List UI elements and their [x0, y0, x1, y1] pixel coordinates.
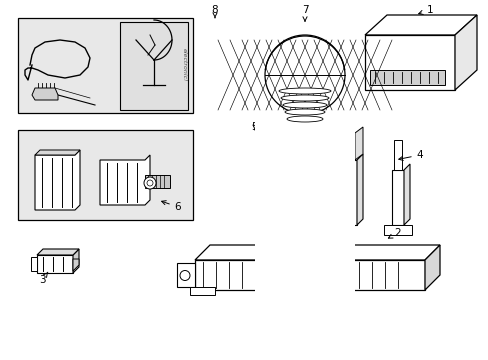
- Polygon shape: [302, 120, 309, 145]
- Polygon shape: [145, 175, 170, 188]
- Polygon shape: [346, 133, 354, 160]
- Polygon shape: [195, 260, 424, 290]
- Polygon shape: [364, 15, 476, 35]
- Polygon shape: [354, 127, 362, 160]
- Polygon shape: [31, 257, 37, 271]
- Polygon shape: [317, 180, 346, 190]
- Polygon shape: [454, 15, 476, 90]
- Polygon shape: [73, 259, 79, 271]
- Polygon shape: [311, 139, 317, 225]
- Bar: [18, 18, 193, 113]
- Polygon shape: [37, 249, 79, 255]
- Ellipse shape: [286, 116, 323, 122]
- Ellipse shape: [283, 102, 326, 108]
- Ellipse shape: [285, 109, 325, 115]
- Text: 8: 8: [211, 5, 218, 18]
- Polygon shape: [364, 35, 454, 90]
- Circle shape: [143, 177, 156, 189]
- Polygon shape: [391, 170, 403, 225]
- Polygon shape: [424, 245, 439, 290]
- Ellipse shape: [279, 88, 330, 94]
- Text: 1: 1: [418, 5, 432, 15]
- Text: 3: 3: [39, 272, 48, 285]
- Polygon shape: [345, 160, 356, 225]
- Text: 4: 4: [398, 150, 423, 161]
- Polygon shape: [393, 140, 401, 170]
- Polygon shape: [299, 145, 311, 225]
- Polygon shape: [177, 263, 195, 287]
- Polygon shape: [291, 225, 319, 235]
- Bar: [18, 130, 193, 220]
- Text: 7: 7: [301, 5, 307, 21]
- Polygon shape: [195, 245, 439, 260]
- Ellipse shape: [281, 95, 328, 101]
- Polygon shape: [190, 287, 215, 295]
- Polygon shape: [35, 150, 80, 210]
- Polygon shape: [35, 150, 80, 155]
- Polygon shape: [37, 255, 73, 273]
- Text: 6: 6: [162, 201, 181, 212]
- Polygon shape: [383, 225, 411, 235]
- Bar: [254, 70, 354, 360]
- Polygon shape: [32, 88, 58, 100]
- Bar: [369, 70, 444, 85]
- Polygon shape: [73, 249, 79, 273]
- Text: electronic!: electronic!: [181, 48, 186, 82]
- Text: 2: 2: [387, 228, 401, 238]
- Text: 5: 5: [251, 122, 258, 132]
- Polygon shape: [319, 219, 325, 235]
- Bar: [120, 22, 187, 110]
- Polygon shape: [356, 154, 362, 225]
- Polygon shape: [403, 164, 409, 225]
- Polygon shape: [100, 155, 150, 205]
